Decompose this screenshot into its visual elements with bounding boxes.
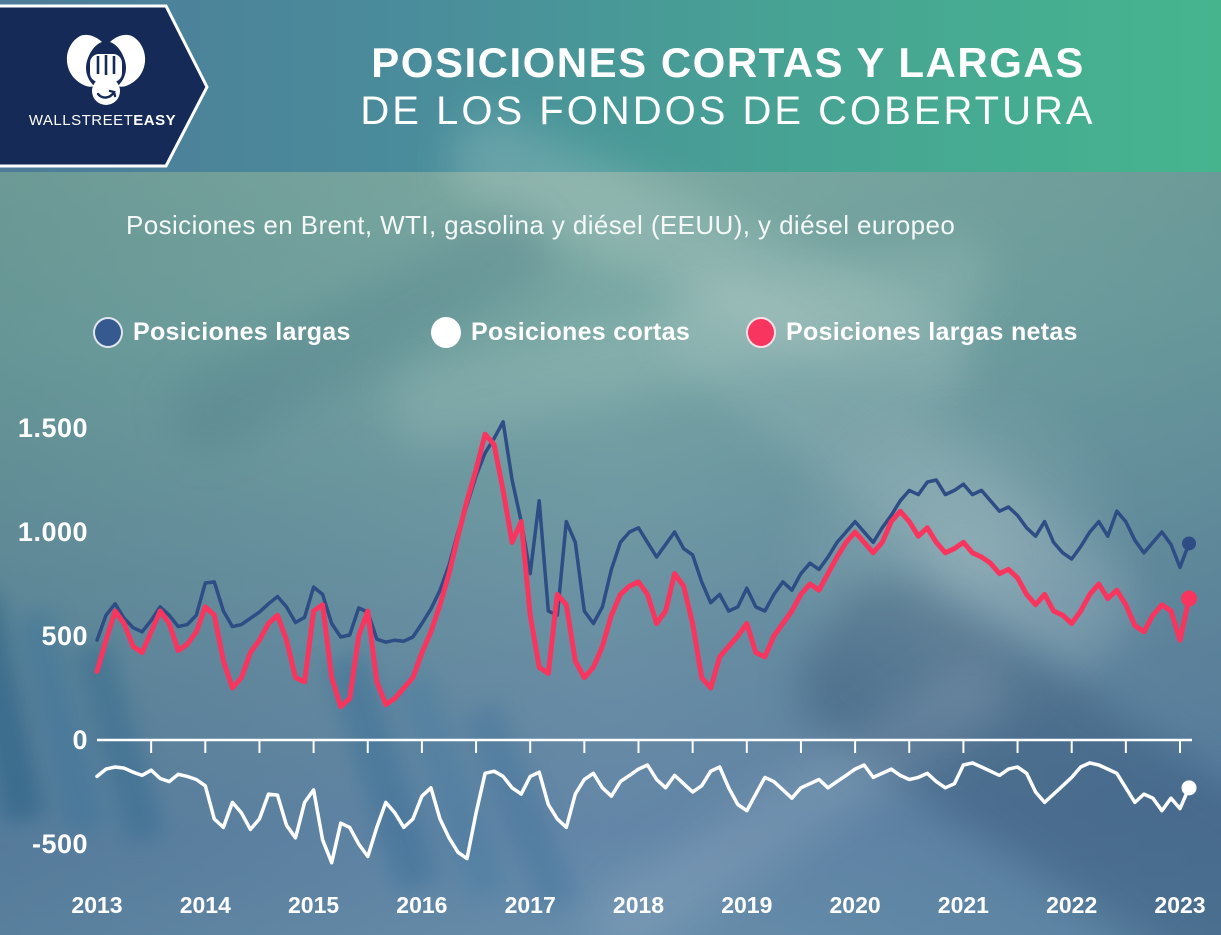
logo-wordmark-bold: EASY [133,112,177,129]
legend-item-2: Posiciones largas netas [746,317,1078,348]
bull-fist-icon [66,34,146,105]
x-tick-label: 2022 [1046,892,1098,918]
legend-dot-icon [431,317,461,348]
x-tick-label: 2021 [937,892,989,918]
x-tick-label: 2017 [504,892,556,918]
x-tick-label: 2023 [1154,892,1206,918]
title-line-2: DE LOS FONDOS DE COBERTURA [360,88,1096,133]
legend-dot-icon [746,317,776,348]
x-tick-label: 2018 [612,892,665,918]
logo: WALLSTREETEASY [0,0,209,172]
legend-label: Posiciones largas netas [786,318,1078,346]
series-end-dot-0 [1182,536,1197,551]
x-tick-label: 2016 [396,892,448,918]
legend-dot-icon [93,317,123,348]
legend-item-0: Posiciones largas [93,317,351,348]
x-tick-label: 2014 [179,892,231,918]
y-tick-label: -500 [31,829,88,859]
x-tick-label: 2013 [71,892,123,918]
y-tick-label: 500 [41,621,88,651]
x-tick-label: 2020 [829,892,881,918]
legend-label: Posiciones largas [133,318,351,346]
series-line-2 [94,431,1192,710]
logo-wordmark: WALLSTREETEASY [0,112,205,129]
x-tick-label: 2015 [288,892,340,918]
x-tick-label: 2019 [721,892,773,918]
y-tick-label: 1.000 [17,517,88,547]
title-line-1: POSICIONES CORTAS Y LARGAS [371,39,1085,87]
series-end-dot-1 [1181,780,1197,796]
logo-wordmark-regular: WALLSTREET [28,112,134,129]
y-tick-label: 1.500 [17,413,88,443]
y-tick-label: 0 [72,725,88,755]
series-line-0 [95,420,1191,644]
header-banner: POSICIONES CORTAS Y LARGAS DE LOS FONDOS… [0,0,1221,172]
chart-subtitle: Posiciones en Brent, WTI, gasolina y dié… [126,210,956,240]
series-line-1 [95,761,1191,865]
page-title: POSICIONES CORTAS Y LARGAS DE LOS FONDOS… [235,0,1221,172]
legend-label: Posiciones cortas [471,318,691,346]
series-end-dot-2 [1181,590,1198,607]
legend-item-1: Posiciones cortas [431,317,690,348]
